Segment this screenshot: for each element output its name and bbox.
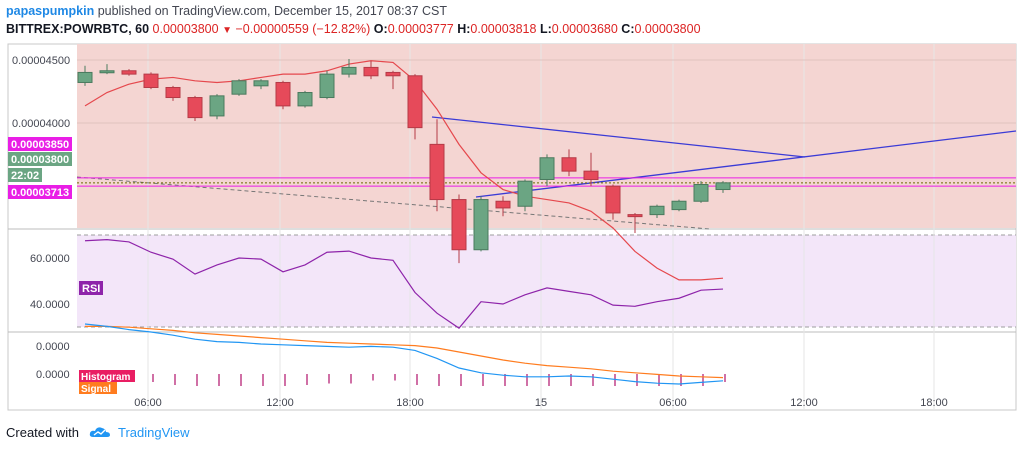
price-axis: 0.00004500 0.00004000 (12, 55, 70, 130)
price-change: −0.00000559 (−12.82%) (235, 22, 371, 36)
low-value: 0.00003680 (551, 22, 618, 36)
time-tick: 18:00 (396, 397, 424, 409)
open-label: O: (373, 22, 388, 36)
candle-body (77, 71, 93, 83)
created-with-text: Created with (6, 425, 79, 440)
symbol-name: BITTREX:POWRBTC, 60 (6, 22, 150, 36)
macd-line (84, 323, 724, 385)
time-axis: 06:00 12:00 18:00 15 06:00 12:00 18:00 (134, 397, 948, 409)
last-marker-box (8, 152, 72, 166)
footer: Created with TradingView (6, 425, 190, 441)
time-tick: 12:00 (266, 397, 294, 409)
candle-body (187, 97, 203, 119)
close-value: 0.00003800 (634, 22, 701, 36)
time-tick: 15 (535, 397, 547, 409)
candle-body (341, 66, 357, 75)
dashed-trend (76, 176, 711, 230)
candle-body (473, 199, 489, 251)
high-label: H: (457, 22, 471, 36)
time-tick: 12:00 (790, 397, 818, 409)
candle-body (561, 157, 577, 172)
signal-line (85, 325, 724, 379)
rsi-axis: 60.0000 40.0000 (30, 253, 70, 311)
candle-body (429, 143, 445, 201)
chart-canvas[interactable]: 0.00004500 0.00004000 60.0000 40.0000 0.… (0, 0, 1024, 420)
candle-body (209, 95, 225, 117)
time-tick: 06:00 (659, 397, 687, 409)
publish-header: papaspumpkin published on TradingView.co… (6, 4, 447, 18)
candle-body (385, 71, 401, 77)
candle-body (583, 170, 599, 180)
candle-body (605, 185, 621, 214)
high-value: 0.00003818 (470, 22, 537, 36)
price-tick-2: 0.00004000 (12, 118, 70, 130)
rsi-tick-2: 40.0000 (30, 299, 70, 311)
plot-layer (76, 59, 1017, 386)
rsi-pane-bg (77, 235, 1016, 327)
ma-marker-box (8, 185, 72, 199)
rsi-line (84, 238, 724, 329)
histogram-label-box (79, 370, 135, 382)
rsi-label: RSI (82, 283, 100, 295)
candle-body (121, 70, 137, 75)
level-marker: 0.00003850 (11, 139, 69, 151)
tradingview-link[interactable]: TradingView (118, 425, 190, 440)
published-info: published on TradingView.com, December 1… (97, 4, 447, 18)
author-username[interactable]: papaspumpkin (6, 4, 95, 18)
axis-markers: 0.00003850 0.00003800 22:02 0.00003713 R… (8, 137, 135, 395)
timer-marker-box (8, 168, 42, 182)
close-label: C: (621, 22, 635, 36)
candle-body (539, 157, 555, 180)
histogram-label: Histogram (81, 372, 131, 383)
rsi-tick-1: 60.0000 (30, 253, 70, 265)
candle-body (451, 199, 467, 251)
down-arrow-icon: ▼ (222, 25, 232, 36)
macd-tick-2: 0.0000 (36, 369, 70, 381)
candle-body (715, 182, 731, 191)
candle-body (693, 184, 709, 202)
open-value: 0.00003777 (387, 22, 454, 36)
level-marker-box (8, 137, 72, 151)
ma-marker: 0.00003713 (11, 187, 69, 199)
last-price: 0.00003800 (152, 22, 219, 36)
candle-body (517, 180, 533, 207)
candle-body (319, 73, 335, 99)
rsi-label-box (79, 281, 103, 295)
candle-body (143, 73, 159, 88)
price-tick-1: 0.00004500 (12, 55, 70, 67)
tradingview-cloud-icon (89, 426, 111, 441)
candle-body (165, 86, 181, 99)
candle-body (627, 214, 643, 218)
candle-body (297, 92, 313, 107)
macd-tick-1: 0.0000 (36, 341, 70, 353)
trendline-upper (431, 116, 806, 158)
price-pane-bg (77, 44, 1016, 228)
time-tick: 06:00 (134, 397, 162, 409)
last-price-marker: 0.00003800 (11, 154, 69, 166)
candle-body (363, 66, 379, 77)
candle-body (231, 80, 247, 95)
time-tick: 18:00 (920, 397, 948, 409)
candle-body (649, 205, 665, 216)
bar-timer: 22:02 (11, 170, 39, 182)
moving-average-line (84, 60, 724, 281)
symbol-header: BITTREX:POWRBTC, 60 0.00003800 ▼ −0.0000… (6, 22, 701, 36)
signal-label-box (79, 382, 117, 394)
macd-axis: 0.0000 0.0000 (36, 341, 70, 381)
candle-body (99, 70, 115, 74)
candle-body (275, 81, 291, 107)
low-label: L: (539, 22, 552, 36)
candle-body (407, 75, 423, 129)
candle-body (671, 200, 687, 211)
candle-body (253, 80, 269, 87)
candle-body (495, 200, 511, 209)
signal-label: Signal (81, 384, 111, 395)
